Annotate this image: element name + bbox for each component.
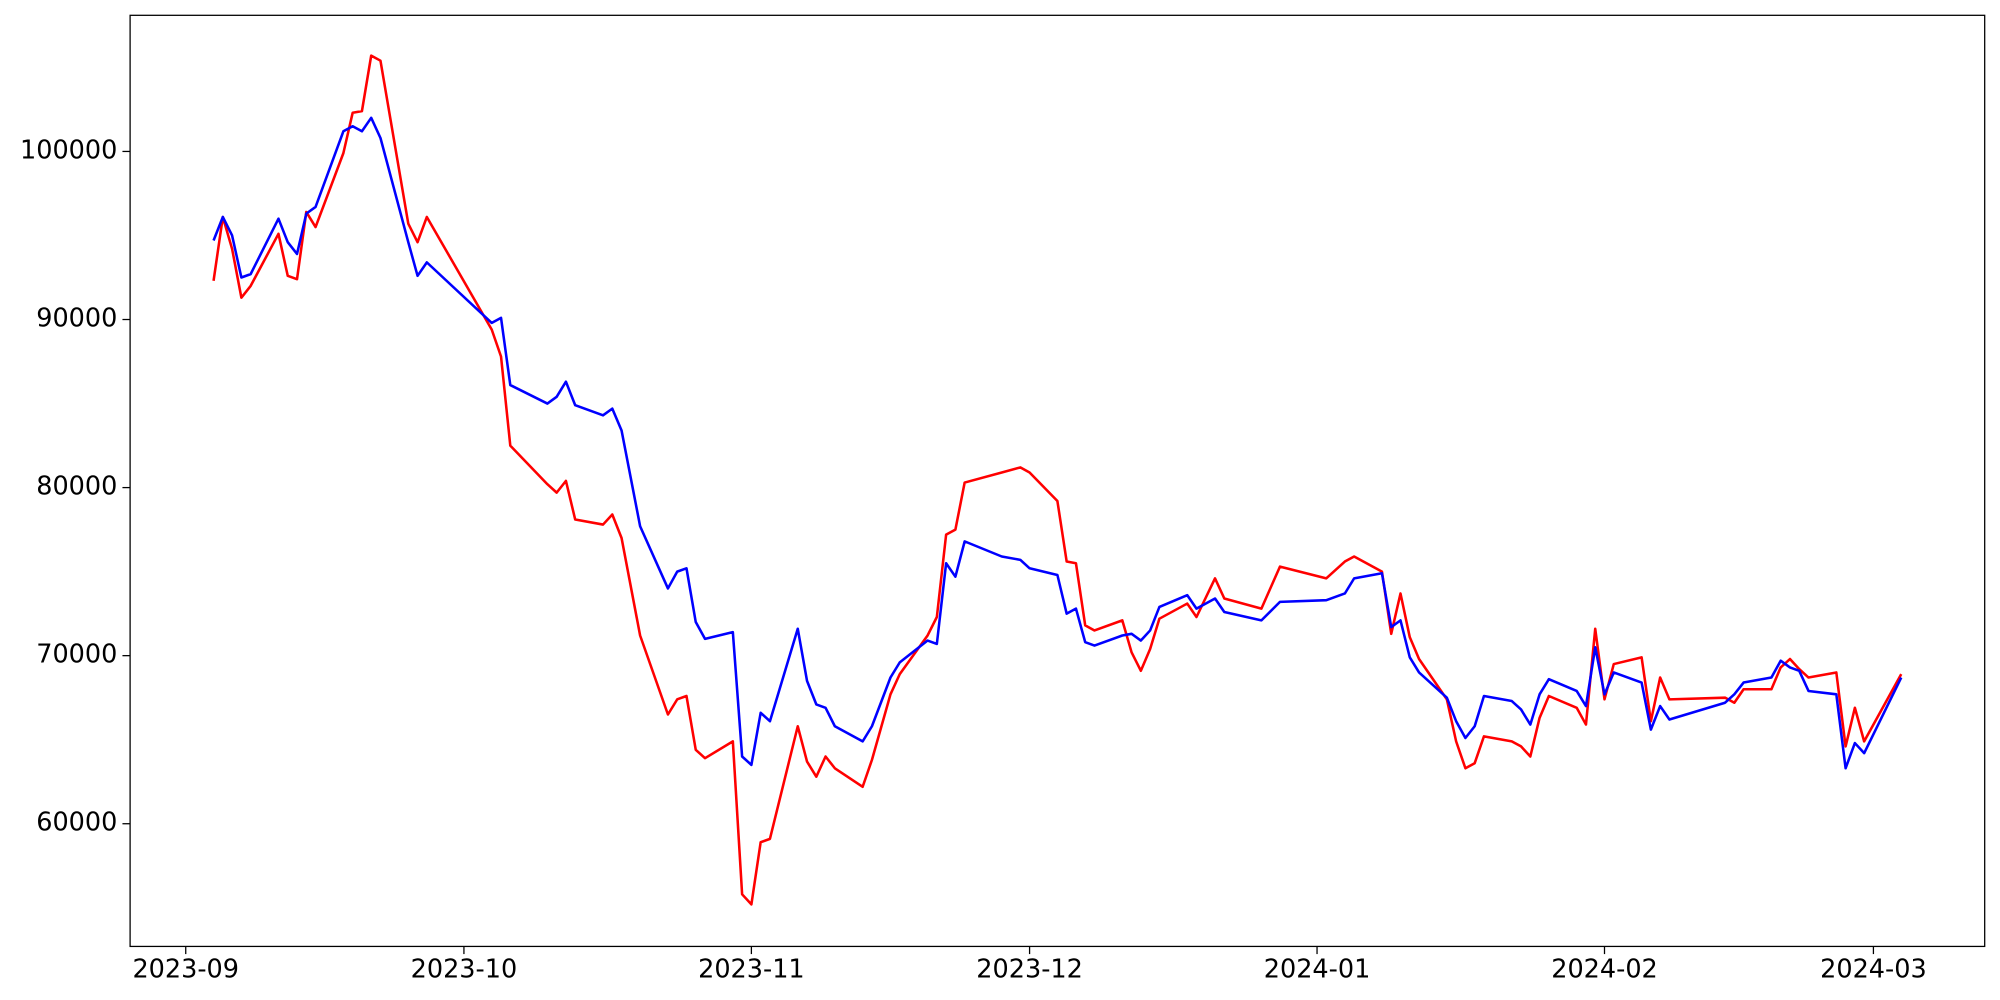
- y-tick-label: 80000: [36, 472, 117, 502]
- y-tick-label: 100000: [20, 135, 117, 165]
- x-tick-label: 2023-09: [132, 955, 239, 985]
- series-line: [212, 116, 1903, 770]
- y-tick-label: 60000: [36, 808, 117, 838]
- y-tick-label: 70000: [36, 640, 117, 670]
- plot-frame: [129, 14, 1986, 948]
- x-tick-label: 2023-10: [411, 955, 518, 985]
- x-tick-label: 2023-11: [698, 955, 805, 985]
- x-tick-label: 2024-03: [1820, 955, 1927, 985]
- x-tick-label: 2024-01: [1264, 955, 1371, 985]
- y-tick-label: 90000: [36, 304, 117, 334]
- x-tick-label: 2024-02: [1551, 955, 1658, 985]
- series-line: [212, 54, 1903, 906]
- x-tick-label: 2023-12: [976, 955, 1083, 985]
